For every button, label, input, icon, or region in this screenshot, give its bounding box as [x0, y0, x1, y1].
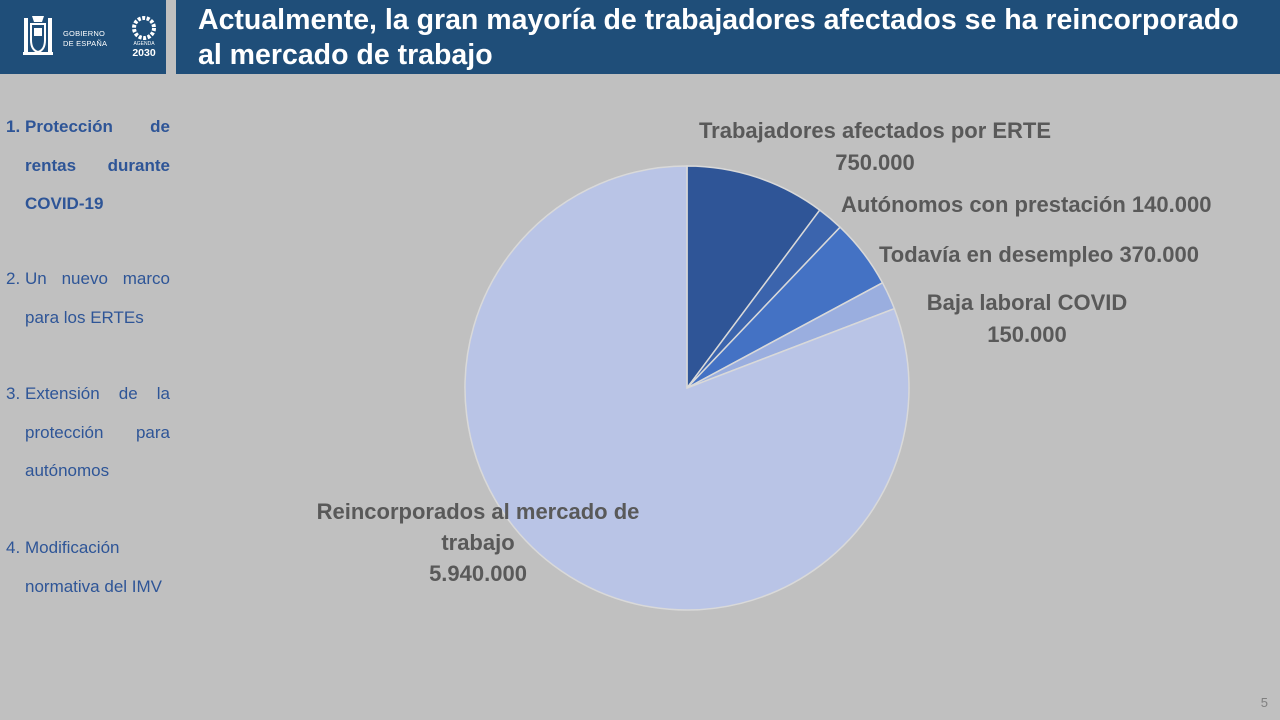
sidebar-item-number: 3.	[6, 384, 21, 403]
sidebar-item-label: Modificación normativa del IMV	[25, 538, 162, 596]
pie-slice-reincorporados-al-mercado-de-trabajo	[464, 165, 910, 611]
slice-label-autonomos-con-prestacion: Autónomos con prestación 140.000	[841, 192, 1211, 217]
agenda-label: AGENDA	[133, 41, 155, 47]
sidebar-item-label: Protección de rentas durante COVID-19	[25, 117, 170, 213]
sidebar-item-number: 2.	[6, 269, 21, 288]
sidebar-item-nuevo-marco-ertes[interactable]: 2. Un nuevo marco para los ERTEs	[6, 260, 176, 337]
government-line-1: GOBIERNO	[63, 29, 106, 38]
pie-slice-trabajadores-afectados-por-erte	[686, 165, 821, 391]
government-line-2: DE ESPAÑA	[63, 39, 108, 48]
agenda-2030-ring-icon	[132, 16, 156, 40]
government-logo: GOBIERNO DE ESPAÑA AGENDA 2030	[0, 0, 166, 74]
coat-of-arms-icon	[23, 16, 53, 55]
sidebar-item-modificacion-imv[interactable]: 4. Modificación normativa del IMV	[6, 529, 176, 606]
pie-slices	[464, 165, 910, 611]
agenda-year: 2030	[132, 47, 156, 59]
sidebar-item-number: 4.	[6, 538, 21, 557]
slice-label-todavia-en-desempleo: Todavía en desempleo 370.000	[879, 242, 1199, 267]
slide-title: Actualmente, la gran mayoría de trabajad…	[198, 4, 1239, 71]
slice-label-baja-laboral-covid: Baja laboral COVID 150.000	[927, 290, 1128, 347]
sidebar-item-proteccion-rentas[interactable]: 1. Protección de rentas durante COVID-19	[6, 108, 176, 224]
sidebar-item-number: 1.	[6, 117, 21, 136]
pie-labels: Trabajadores afectados por ERTE 750.000 Au…	[317, 118, 1212, 586]
slice-label-reincorporados-al-mercado-de-trabajo: Reincorporados al mercado de trabajo 5.940…	[317, 499, 640, 586]
sidebar-item-label: Extensión de la protección para autónomo…	[25, 384, 170, 480]
sidebar-item-extension-autonomos[interactable]: 3. Extensión de la protección para autón…	[6, 375, 176, 491]
sidebar-item-label: Un nuevo marco para los ERTEs	[25, 269, 170, 327]
slice-label-trabajadores-afectados-por-erte: Trabajadores afectados por ERTE 750.000	[699, 118, 1051, 175]
title-bar: Actualmente, la gran mayoría de trabajad…	[176, 0, 1280, 74]
page-number: 5	[1260, 695, 1268, 710]
